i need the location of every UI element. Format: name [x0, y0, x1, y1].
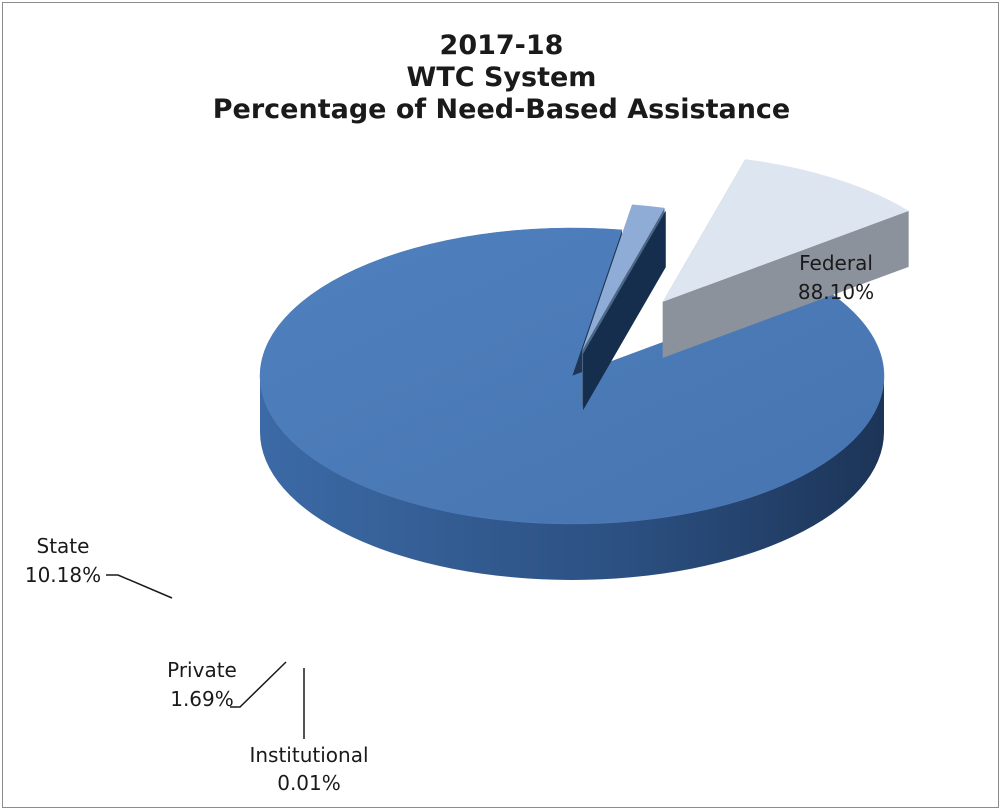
chart-title: 2017-18 WTC System Percentage of Need-Ba…	[0, 30, 1003, 126]
leader-line-state	[106, 574, 173, 599]
slice-label-institutional-value: 0.01%	[277, 771, 341, 795]
slice-private-top	[582, 204, 665, 351]
slice-label-private-name: Private	[167, 658, 237, 682]
leader-line-private	[230, 661, 287, 708]
slice-label-federal-value: 88.10%	[798, 280, 874, 304]
slice-label-state-value: 10.18%	[25, 563, 101, 587]
slice-federal-wall	[260, 376, 884, 580]
slice-label-state-name: State	[37, 534, 90, 558]
slice-institutional	[583, 211, 666, 410]
slice-state-top	[662, 159, 909, 302]
slice-label-federal-name: Federal	[799, 251, 873, 275]
chart-title-line-1: 2017-18	[439, 30, 564, 61]
slice-institutional-cut-face	[583, 211, 666, 410]
slice-labels: Federal 88.10% Private 1.69% Institutional 0.…	[25, 251, 874, 795]
pie-group	[259, 159, 909, 580]
slice-label-institutional-name: Institutional	[249, 743, 368, 767]
slice-state	[662, 159, 909, 358]
chart-title-line-3: Percentage of Need-Based Assistance	[212, 94, 791, 125]
slice-label-private-value: 1.69%	[170, 687, 234, 711]
slice-state-cut-face	[662, 210, 909, 358]
slice-federal-top	[259, 227, 885, 525]
slice-institutional-top	[583, 211, 666, 354]
leader-lines	[106, 574, 305, 739]
chart-title-line-2: WTC System	[406, 62, 597, 93]
